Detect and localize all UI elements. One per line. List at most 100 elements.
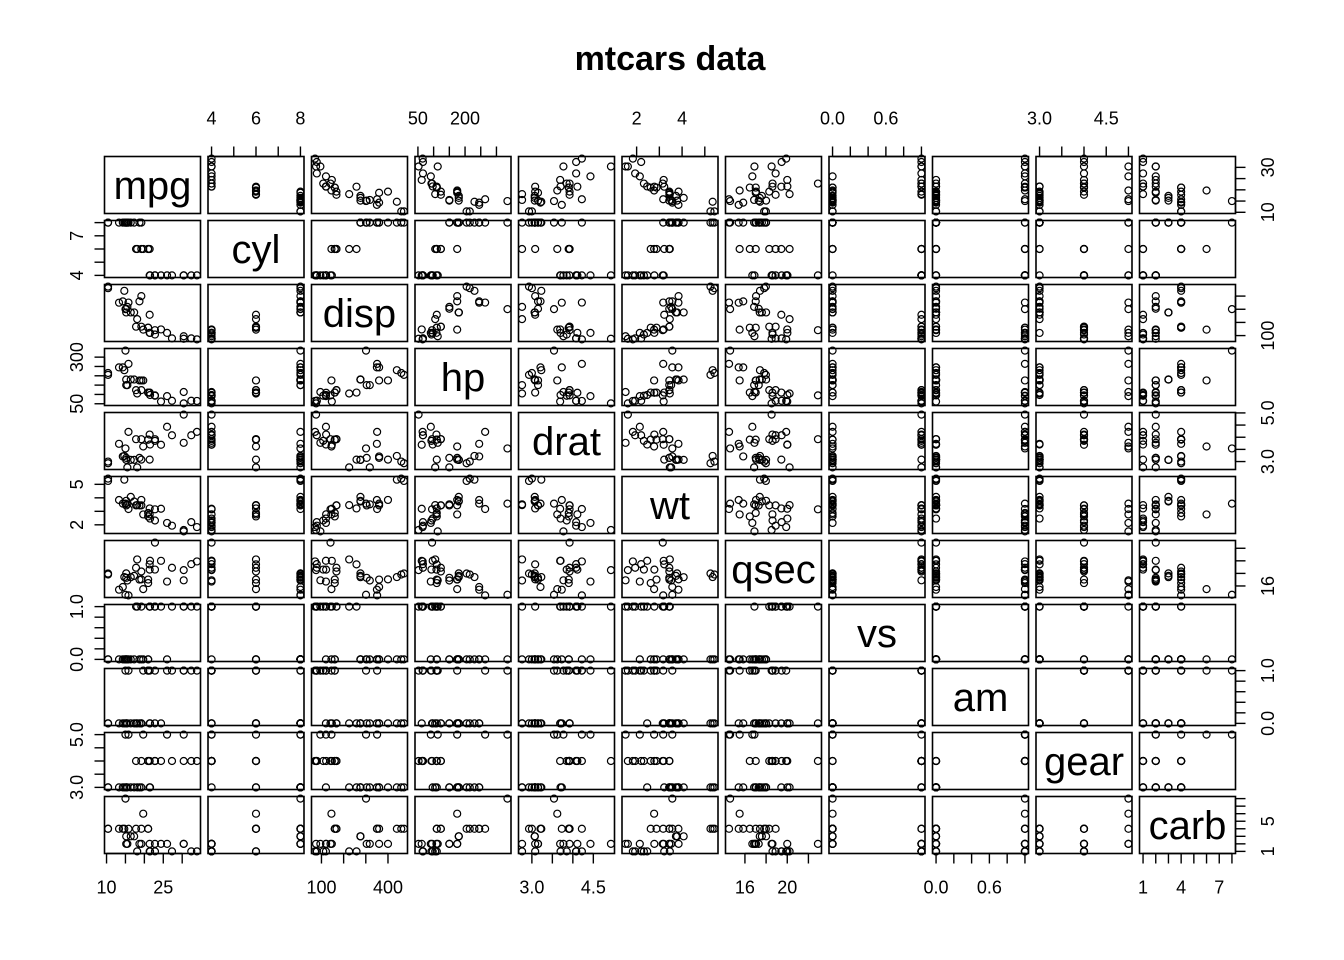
data-point [167,271,177,280]
data-point [750,666,759,675]
data-point [1035,602,1044,611]
data-point [777,244,786,254]
panel-hp-vs-wt [621,346,719,408]
data-point [531,244,540,254]
data-point [755,824,765,833]
data-point [1151,392,1160,401]
data-point [726,730,735,739]
data-point [565,190,574,199]
data-point [251,783,261,792]
data-point [121,655,130,664]
panel-cyl-vs-qsec [724,218,823,280]
data-point [1124,655,1133,664]
panel-frame [724,347,823,407]
data-point [777,719,786,728]
panel-wt-vs-qsec [724,474,823,536]
panel-frame [414,795,512,855]
data-point [207,560,216,569]
data-point [606,566,616,575]
data-point [417,504,426,513]
data-point [577,154,586,163]
data-point [606,525,616,535]
data-point [637,756,646,766]
data-point [1177,366,1186,375]
data-point [1020,298,1030,307]
top-axis-gear: 3.0 4.5 [1027,109,1130,158]
data-point [771,190,780,199]
data-point [734,495,743,505]
data-point [931,386,941,395]
panel-frame [103,411,202,471]
data-point [296,187,305,196]
data-point [659,218,668,227]
data-point [1177,286,1186,295]
data-point [931,322,941,331]
data-point [1079,396,1089,405]
data-point [559,602,568,611]
data-point [431,244,440,254]
panel-mpg-vs-cyl [207,154,305,216]
data-point [428,182,437,191]
panel-frame [310,795,409,855]
data-point [559,271,568,280]
data-point [637,157,646,167]
panel-frame [414,731,512,791]
data-point [1177,218,1186,227]
panel-carb-vs-drat [517,794,616,856]
data-point [481,195,490,204]
data-point [167,756,177,766]
data-point [481,824,490,833]
data-point [192,602,202,611]
data-point [1177,195,1186,204]
data-point [1164,571,1173,581]
data-point [373,730,382,739]
data-point [650,376,659,385]
data-point [296,495,305,505]
data-point [668,297,677,306]
data-point [453,218,462,227]
data-point [553,186,562,195]
data-point [652,244,661,254]
data-point [750,527,759,536]
data-point [1164,569,1173,578]
data-point [428,847,437,856]
panel-vs-vs-mpg [103,602,202,664]
data-point [565,501,574,510]
data-point [659,440,668,449]
data-point [445,576,454,585]
data-point [332,756,341,766]
data-point [577,335,586,344]
data-point [931,390,941,400]
data-point [322,839,331,848]
panel-vs-vs-carb [1138,602,1237,664]
data-point [179,602,188,611]
data-point [150,839,160,848]
data-point [207,510,216,519]
panel-frame [414,475,512,535]
data-point [453,809,462,818]
data-point [750,839,759,848]
panel-disp-vs-am [931,282,1030,344]
data-point [828,518,837,528]
data-point [1138,504,1148,513]
data-point [917,430,926,439]
data-point [1124,839,1133,848]
data-point [1035,328,1044,338]
data-point [192,396,202,406]
data-point [1164,375,1173,384]
data-point [426,422,435,431]
data-point [621,332,630,341]
panel-cyl-vs-disp [310,218,409,280]
data-point [1035,376,1044,385]
panel-frame [414,283,512,343]
panel-frame [207,155,305,215]
panel-hp-vs-drat [517,346,616,408]
data-point [621,602,630,611]
data-point [559,730,568,739]
data-point [1138,602,1148,611]
data-point [179,399,188,408]
data-point [316,666,325,675]
data-point [137,783,146,792]
data-point [133,555,142,564]
data-point [397,783,406,792]
